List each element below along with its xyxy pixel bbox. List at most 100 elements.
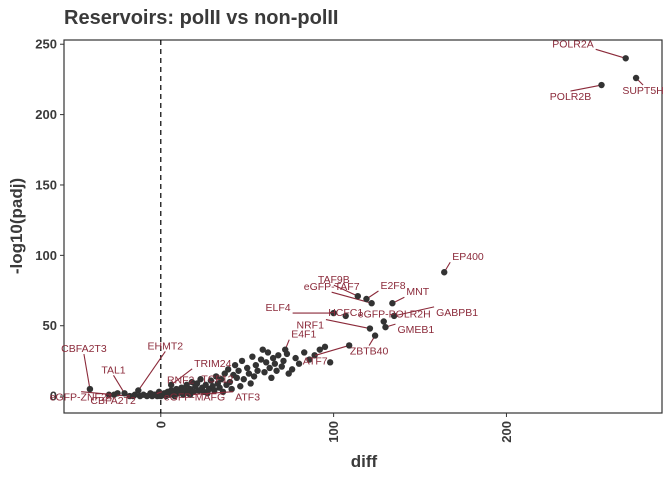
data-point [441,269,448,276]
data-point [247,380,254,387]
point-label: ELF4 [266,302,291,314]
data-point [216,384,223,391]
point-label: MNT [406,286,429,298]
data-point [285,370,292,377]
leader-line [81,391,115,396]
point-label: GABPB1 [436,307,478,319]
y-tick-label: 100 [35,248,57,263]
data-point [301,349,308,356]
data-point [226,378,234,386]
data-point [292,354,299,362]
data-point [240,376,247,383]
data-point [221,370,228,377]
data-point [632,74,640,82]
data-point [252,361,260,369]
data-point [622,55,629,62]
data-point [162,390,170,397]
y-axis-title: -log10(padj) [7,178,26,274]
point-label: eGFP-POLR2H [358,309,431,321]
point-label: POLR2A [552,38,593,50]
point-label: E4F1 [291,329,316,341]
data-point [389,300,396,307]
x-tick-label: 200 [499,421,514,443]
y-tick-label: 150 [35,177,57,192]
data-point [390,312,398,320]
data-point [275,352,282,359]
data-point [269,354,277,362]
data-point [271,360,279,367]
data-point [129,392,137,400]
data-point [295,360,303,367]
data-point [311,352,318,359]
point-label: CBFA2T3 [61,343,107,355]
data-point [363,295,370,303]
point-label: GMEB1 [397,324,434,336]
data-point [86,385,94,393]
point-label: E2F8 [380,280,405,292]
data-point [244,364,251,372]
y-tick-label: 0 [50,389,57,404]
point-label: RNF2 [167,374,195,386]
leader-line [113,375,125,394]
leader-line [570,84,602,92]
data-point [250,373,258,380]
data-point [218,376,225,383]
data-point [368,300,375,307]
leader-line [393,306,435,317]
y-tick-label: 200 [35,107,57,122]
point-label: eGFP-ZNF24 [50,392,113,404]
data-point [211,387,218,394]
data-point [235,367,242,374]
data-point [326,359,334,366]
data-point [238,357,246,365]
data-point [321,343,329,351]
data-point [354,292,362,300]
data-point [167,381,175,389]
data-point [306,356,313,363]
data-point [188,378,196,386]
point-label: ZBTB40 [350,346,389,358]
data-point [266,364,273,372]
point-label: ATF3 [235,392,260,404]
data-point [135,387,142,394]
data-point [280,357,287,365]
leader-line [333,284,359,297]
leader-line [137,351,166,391]
data-point [245,370,253,377]
data-point [212,373,220,380]
data-point [263,359,270,366]
data-point [273,367,280,374]
point-label: EHMT2 [148,340,184,352]
y-tick-label: 50 [43,318,57,333]
x-tick-label: 100 [326,421,341,443]
point-label: CBFA2T2 [90,395,136,407]
data-point [233,374,241,382]
data-point [261,368,268,376]
point-label: NRF1 [296,320,324,332]
data-point [598,81,605,89]
data-point [228,385,235,393]
point-label: eGFP-MAFG [164,392,225,404]
data-point [254,367,261,374]
data-point [150,391,158,398]
leader-line [315,344,350,356]
data-point [345,342,353,349]
point-label: TCF12 [201,373,233,385]
data-point [264,349,272,356]
data-point [366,325,374,332]
data-point [202,381,209,389]
data-point [257,356,265,363]
data-point [192,383,199,390]
point-label: SUPT5H [622,85,663,97]
data-point [288,366,296,373]
data-point [282,346,289,353]
data-point [278,363,285,370]
data-point [380,318,387,325]
data-point [186,391,194,398]
data-point [237,383,244,390]
point-label: EP400 [452,251,484,263]
point-label: eGFP-TAF7 [304,281,360,293]
chart-title: Reservoirs: polII vs non-polII [64,7,339,29]
data-point [268,374,275,382]
